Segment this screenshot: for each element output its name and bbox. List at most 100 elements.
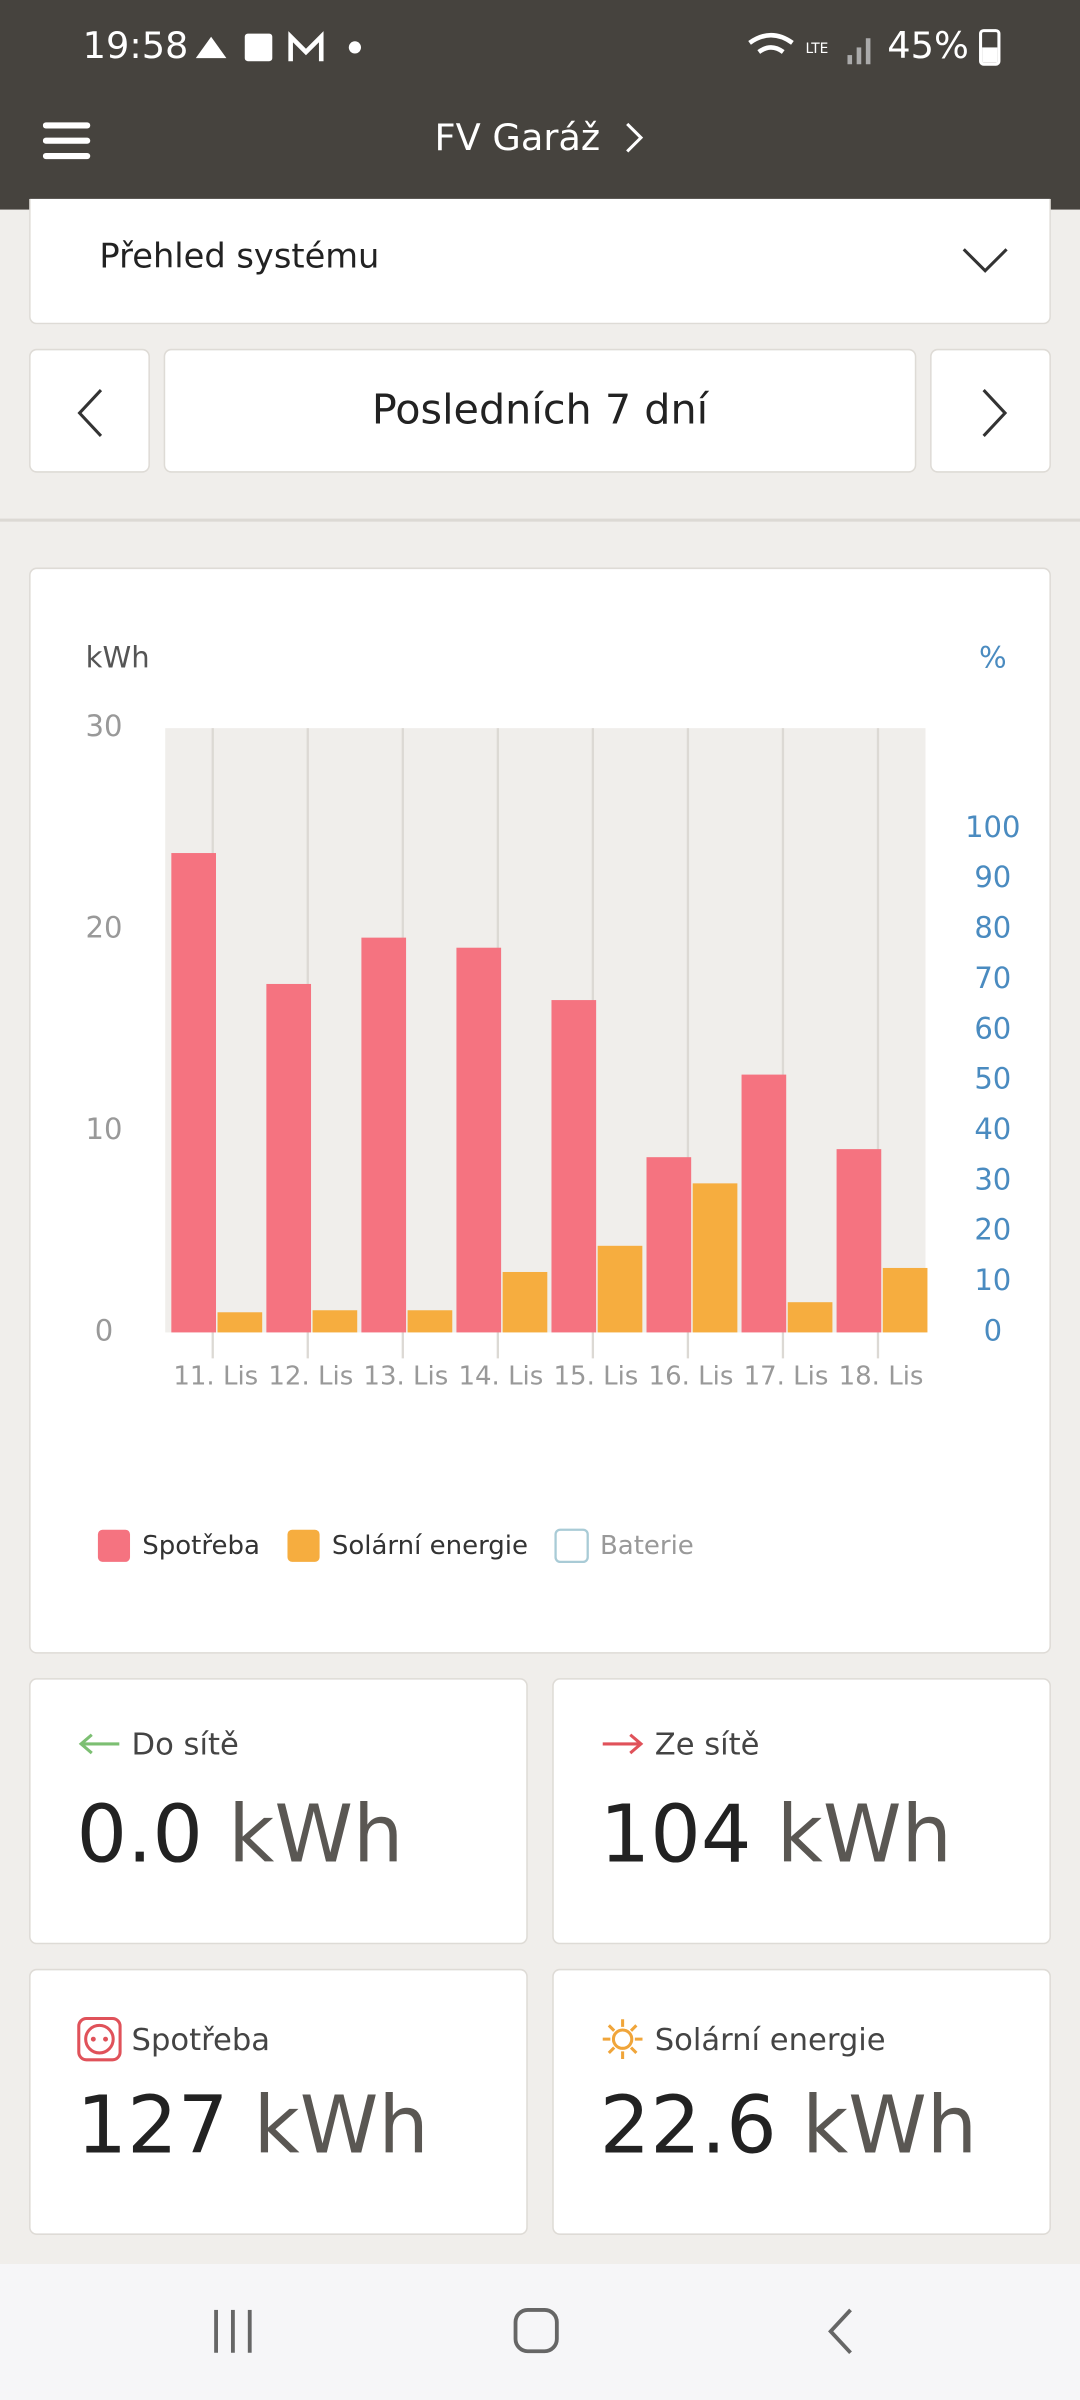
y2-tick-label: 30 (974, 1162, 1011, 1196)
bar (502, 1271, 548, 1333)
clock: 19:58 (82, 24, 189, 68)
dropdown-label: Přehled systému (99, 238, 380, 277)
stat-value-row: 127 kWh (76, 2080, 428, 2172)
y2-tick-label: 60 (974, 1011, 1011, 1045)
bar (312, 1310, 358, 1333)
stat-value: 0.0 (76, 1789, 204, 1882)
bar (407, 1310, 453, 1333)
stat-value: 22.6 (599, 2080, 777, 2173)
y-tick-label: 10 (86, 1112, 123, 1146)
y2-tick-label: 40 (974, 1112, 1011, 1146)
stat-value-row: 104 kWh (600, 1790, 952, 1882)
bar (787, 1302, 833, 1333)
stat-label: Solární energie (654, 2020, 886, 2058)
y-axis-label: kWh (86, 640, 150, 674)
stat-unit: kWh (776, 1789, 952, 1882)
bar (646, 1157, 692, 1333)
battery-icon (979, 29, 1001, 66)
legend-label[interactable]: Spotřeba (142, 1531, 260, 1561)
x-tick-label: 15. Lis (553, 1361, 638, 1391)
bar (171, 853, 216, 1333)
bar (217, 1312, 263, 1333)
legend-swatch (554, 1528, 589, 1564)
bar (741, 1074, 787, 1333)
stat-label-row: Do sítě (76, 1725, 239, 1763)
legend-swatch (287, 1529, 320, 1562)
bar (692, 1183, 738, 1333)
battery-level: 45% (887, 24, 969, 68)
menu-button[interactable] (42, 119, 92, 162)
y2-tick-label: 20 (974, 1213, 1011, 1247)
x-tick-label: 12. Lis (268, 1361, 353, 1391)
bar (266, 983, 312, 1333)
next-button[interactable] (930, 348, 1051, 473)
system-nav-bar (0, 2264, 1080, 2400)
chart: kWh % 0 10 20 30 0 10 20 30 40 50 60 70 80 90 100 11. Lis… (86, 640, 1021, 1564)
y2-tick-label: 10 (974, 1263, 1011, 1297)
x-tick-label: 11. Lis (173, 1361, 258, 1391)
bar (456, 947, 502, 1333)
stat-card: Spotřeba 127 kWh (29, 1968, 528, 2235)
socket-icon (77, 2016, 122, 2062)
y2-tick-label: 90 (974, 860, 1011, 894)
stat-label: Spotřeba (131, 2020, 271, 2058)
view-dropdown[interactable]: Přehled systému (29, 198, 1051, 325)
notification-icons (195, 31, 362, 62)
arrow-left-icon (78, 1733, 120, 1755)
y2-tick-label: 70 (974, 961, 1011, 995)
chevron-left (77, 389, 103, 438)
legend-label[interactable]: Solární energie (332, 1531, 528, 1561)
legend-label[interactable]: Baterie (600, 1531, 694, 1561)
period-label: Posledních 7 dní (371, 387, 709, 435)
y-tick-label: 0 (95, 1313, 113, 1347)
divider (0, 518, 1080, 522)
stat-label-row: Ze sítě (600, 1725, 760, 1763)
stat-label-row: Solární energie (600, 2016, 886, 2062)
stat-unit: kWh (253, 2080, 429, 2173)
x-tick-label: 14. Lis (458, 1361, 543, 1391)
header-title[interactable]: FV Garáž (434, 116, 601, 160)
top-bar (0, 0, 1080, 210)
stat-unit: kWh (802, 2080, 978, 2173)
stat-label-row: Spotřeba (76, 2016, 270, 2062)
stat-label: Do sítě (131, 1725, 239, 1763)
bar (597, 1245, 643, 1333)
y-tick-label: 30 (86, 709, 123, 743)
back-button[interactable] (823, 2307, 860, 2356)
y2-tick-label: 0 (984, 1313, 1002, 1347)
chevron-right (626, 122, 644, 153)
y2-tick-label: 50 (974, 1062, 1011, 1096)
x-tick-label: 18. Lis (839, 1361, 924, 1391)
stat-card: Ze sítě 104 kWh (552, 1678, 1051, 1945)
x-tick-label: 13. Lis (363, 1361, 448, 1391)
prev-button[interactable] (29, 348, 150, 473)
recents-button[interactable] (208, 2307, 260, 2356)
bar (551, 1000, 597, 1333)
period-selector[interactable]: Posledních 7 dní (163, 348, 917, 473)
header-title-row[interactable]: FV Garáž (0, 116, 1080, 159)
stat-value-row: 0.0 kWh (76, 1790, 403, 1882)
stat-value-row: 22.6 kWh (600, 2080, 978, 2172)
signal-icons: LTE (748, 32, 871, 65)
stat-value: 104 (599, 1789, 752, 1882)
stat-value: 127 (76, 2080, 229, 2173)
y2-tick-label: 100 (965, 810, 1020, 844)
stat-card: Do sítě 0.0 kWh (29, 1678, 528, 1945)
y2-tick-label: 80 (974, 911, 1011, 945)
svg-text:LTE: LTE (805, 41, 828, 57)
bar (882, 1267, 928, 1333)
stat-label: Ze sítě (654, 1725, 760, 1763)
y-tick-label: 20 (86, 911, 123, 945)
chevron-right (982, 389, 1008, 438)
sun-icon (602, 2019, 643, 2060)
home-button[interactable] (511, 2307, 563, 2356)
bar (836, 1149, 882, 1333)
arrow-right-icon (602, 1733, 644, 1755)
legend-swatch (97, 1529, 131, 1562)
stat-card: Solární energie 22.6 kWh (552, 1968, 1051, 2235)
x-tick-label: 17. Lis (744, 1361, 829, 1391)
stat-unit: kWh (228, 1789, 404, 1882)
chevron-down (962, 248, 1008, 273)
